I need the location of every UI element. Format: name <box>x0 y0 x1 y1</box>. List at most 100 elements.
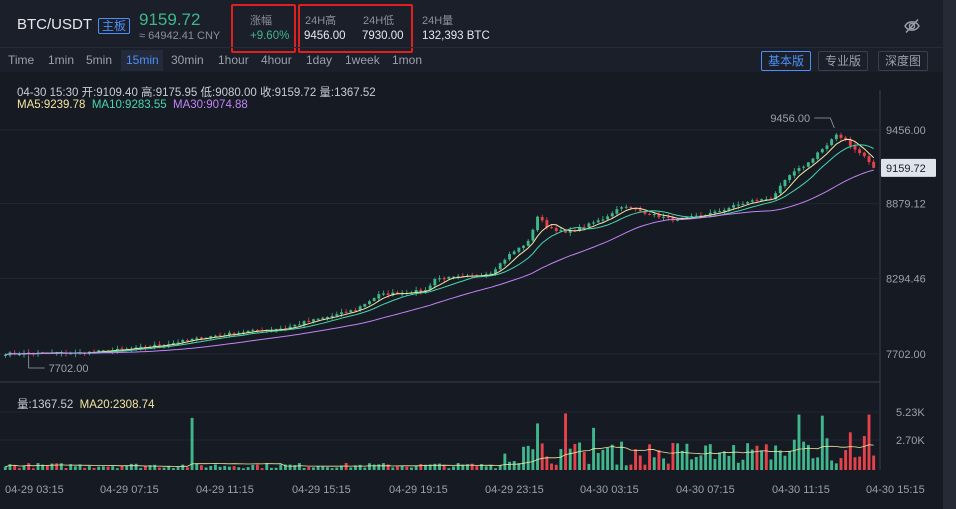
low-marker <box>28 356 45 369</box>
volume-bar <box>764 444 768 470</box>
volume-bar <box>368 463 371 470</box>
volume-bar <box>788 451 792 470</box>
candle-body <box>368 301 371 305</box>
volume-bar <box>297 463 301 470</box>
candle-body <box>610 213 614 217</box>
volume-bar <box>241 468 245 470</box>
ma10-line <box>5 144 874 356</box>
timeframe-1mon[interactable]: 1mon <box>392 53 423 67</box>
timeframe-time[interactable]: Time <box>8 53 35 67</box>
volume-bar <box>190 417 194 470</box>
volume-bar <box>540 443 544 470</box>
volume-bar <box>750 449 754 470</box>
view-depth-button[interactable]: 深度图 <box>878 51 929 71</box>
volume-bar <box>405 466 409 470</box>
volume-bar <box>494 468 497 470</box>
volume-bar <box>153 464 157 470</box>
volume-bar <box>115 468 119 470</box>
timeframe-15min[interactable]: 15min <box>126 53 159 67</box>
volume-bar <box>433 463 437 470</box>
ma20-label: MA20:2308.74 <box>79 399 155 411</box>
volume-bar <box>255 464 259 470</box>
eye-off-icon[interactable] <box>903 17 921 35</box>
volume-bar <box>246 467 250 470</box>
volume-bar <box>335 467 339 470</box>
volume-tick-label: 5.23K <box>896 407 925 419</box>
volume-bar <box>227 466 231 470</box>
volume-bar <box>657 450 661 470</box>
time-tick-label: 04-29 07:15 <box>100 484 159 496</box>
volume-bar <box>610 444 614 470</box>
timeframe-5min[interactable]: 5min <box>86 53 113 67</box>
candle-body <box>372 298 376 302</box>
high-marker <box>814 117 835 129</box>
volume-bar <box>452 466 455 470</box>
volume-bar <box>424 464 427 470</box>
candle-body <box>517 247 521 252</box>
candle-body <box>447 276 451 279</box>
candle-body <box>153 344 157 347</box>
volume-bar <box>708 444 712 470</box>
candle-body <box>251 329 255 331</box>
candle-body <box>442 278 446 280</box>
candle-body <box>713 211 717 214</box>
volume-bar <box>554 464 558 470</box>
volume-bar <box>536 423 539 470</box>
side-scrollbar[interactable] <box>943 0 956 509</box>
candle-body <box>297 324 301 326</box>
volume-bar <box>690 459 694 470</box>
volume-bar <box>69 464 73 470</box>
timeframe-30min[interactable]: 30min <box>171 53 204 67</box>
volume-bar <box>522 446 525 470</box>
volume-bar <box>638 455 642 470</box>
volume-bar <box>120 466 124 470</box>
candle-body <box>741 203 745 205</box>
volume-bar <box>87 466 91 470</box>
kline-chart[interactable]: 9456.00 8879.12 8294.46 7702.00 5.23K 2.70K 91… <box>0 72 943 509</box>
view-pro-button[interactable]: 专业版 <box>818 51 869 71</box>
volume-bar <box>59 463 63 470</box>
volume-bar <box>508 461 511 470</box>
candle-body <box>489 273 493 275</box>
volume-bar <box>288 464 292 470</box>
timeframe-1min[interactable]: 1min <box>48 53 75 67</box>
volume-bar <box>391 467 395 470</box>
candle-body <box>685 216 689 219</box>
candle-body <box>811 158 815 163</box>
timeframe-4hour[interactable]: 4hour <box>261 53 292 67</box>
pair-title[interactable]: BTC/USDT <box>17 16 92 33</box>
cny-price: ≈ 64942.41 CNY <box>139 30 221 42</box>
volume-bar <box>853 457 857 470</box>
low-annotation-label: 7702.00 <box>49 363 89 375</box>
candle-body <box>596 220 600 223</box>
candle-body <box>853 145 857 150</box>
candle-body <box>652 213 656 215</box>
candle-body <box>227 332 231 335</box>
candle-body <box>587 223 591 227</box>
volume-bar <box>251 464 255 470</box>
ma30-label: MA30:9074.88 <box>173 99 248 111</box>
volume-bar <box>792 439 796 470</box>
candle-body <box>428 285 432 290</box>
volume-bar <box>372 464 376 470</box>
timeframe-1hour[interactable]: 1hour <box>218 53 249 67</box>
view-basic-button[interactable]: 基本版 <box>761 51 812 71</box>
candle-body <box>512 251 516 255</box>
candle-body <box>872 161 876 168</box>
timeframe-1week[interactable]: 1week <box>345 53 380 67</box>
candle-body <box>199 337 203 340</box>
volume-bar <box>396 466 399 470</box>
candle-body <box>181 340 185 343</box>
candle-body <box>806 162 810 167</box>
time-tick-label: 04-29 15:15 <box>292 484 351 496</box>
volume-bar <box>620 441 624 470</box>
volume-bar <box>671 442 675 470</box>
volume-bar <box>839 458 843 470</box>
candle-body <box>755 199 759 201</box>
volume-bar <box>872 455 876 470</box>
candle-body <box>671 217 675 221</box>
timeframe-1day[interactable]: 1day <box>306 53 333 67</box>
candle-body <box>246 330 250 333</box>
volume-bar <box>73 466 77 470</box>
candle-body <box>816 152 820 159</box>
